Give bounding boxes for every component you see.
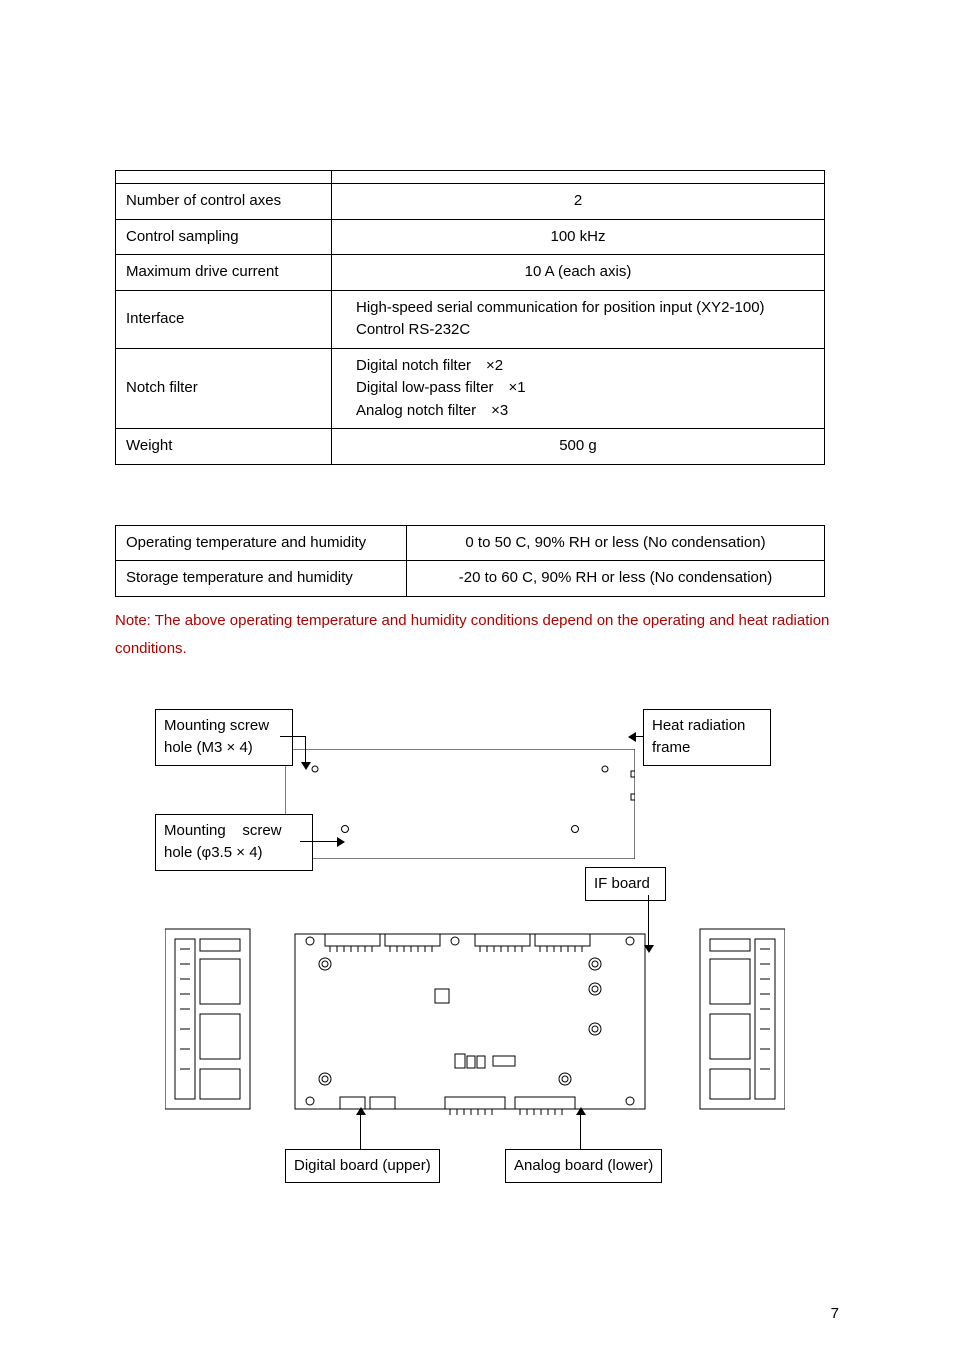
spec-value: 2	[332, 184, 825, 220]
env-table: Operating temperature and humidity 0 to …	[115, 525, 825, 597]
analog-board-label: Analog board (lower)	[505, 1149, 662, 1184]
spec-value: 500 g	[332, 429, 825, 465]
env-value: 0 to 50 C, 90% RH or less (No condensati…	[407, 525, 825, 561]
note-text: Note: The above operating temperature an…	[115, 607, 839, 664]
page-number: 7	[831, 1305, 839, 1322]
spec-label: Notch filter	[116, 348, 332, 429]
spec-label: Maximum drive current	[116, 255, 332, 291]
env-label: Operating temperature and humidity	[116, 525, 407, 561]
heat-frame-label: Heat radiationframe	[643, 709, 771, 766]
spec-value: 100 kHz	[332, 219, 825, 255]
digital-board-label: Digital board (upper)	[285, 1149, 440, 1184]
mounting-phi-label: Mounting screwhole (φ3.5 × 4)	[155, 814, 313, 871]
spec-table: Number of control axes 2 Control samplin…	[115, 170, 825, 465]
spec-label: Interface	[116, 290, 332, 348]
spec-label: Number of control axes	[116, 184, 332, 220]
diagram-area: Mounting screwhole (M3 × 4) Heat radiati…	[115, 709, 825, 1229]
spec-value: High-speed serial communication for posi…	[332, 290, 825, 348]
env-label: Storage temperature and humidity	[116, 561, 407, 597]
spec-header-left	[116, 171, 332, 184]
env-value: -20 to 60 C, 90% RH or less (No condensa…	[407, 561, 825, 597]
spec-label: Weight	[116, 429, 332, 465]
board-svg	[165, 919, 785, 1129]
spec-header-right	[332, 171, 825, 184]
if-board-label: IF board	[585, 867, 666, 902]
spec-value: Digital notch filter ×2Digital low-pass …	[332, 348, 825, 429]
mounting-m3-label: Mounting screwhole (M3 × 4)	[155, 709, 293, 766]
spec-value: 10 A (each axis)	[332, 255, 825, 291]
spec-label: Control sampling	[116, 219, 332, 255]
